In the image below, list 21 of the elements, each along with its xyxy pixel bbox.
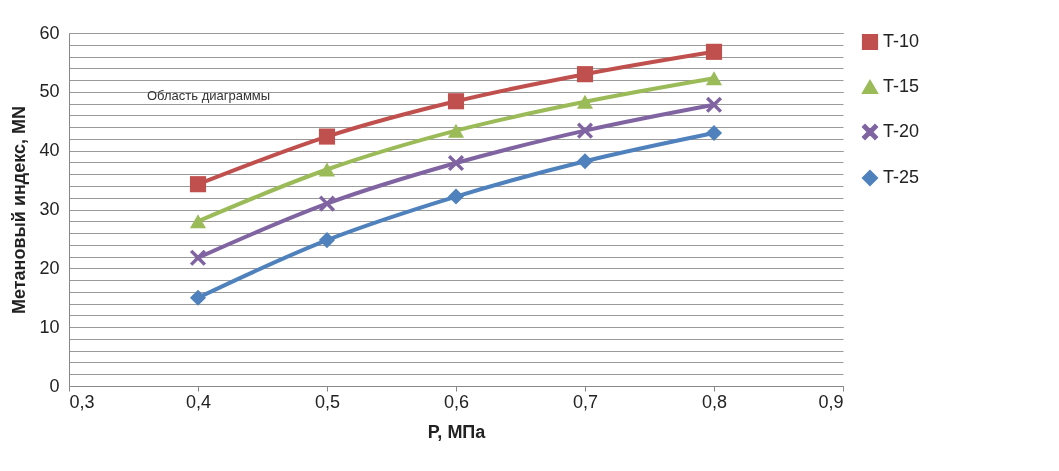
x-axis-title: P, МПа [427, 421, 487, 442]
x-tick-label: 0,7 [572, 391, 599, 412]
y-axis-title: Метановый индекс, MN [9, 105, 30, 315]
x-tick-label: 0,5 [314, 391, 341, 412]
x-tick-label: 0,3 [69, 391, 95, 412]
legend-label: T-20 [883, 121, 920, 141]
y-tick-label: 50 [39, 81, 60, 102]
x-tick-label: 0,8 [701, 391, 728, 412]
x-tick-label: 0,9 [818, 391, 844, 412]
legend-label: T-10 [883, 31, 920, 51]
legend-label: T-25 [883, 167, 920, 187]
x-tick-label: 0,6 [443, 391, 470, 412]
y-tick-label: 30 [39, 199, 60, 219]
y-tick-label: 10 [39, 316, 60, 337]
y-tick-label: 40 [39, 140, 60, 161]
y-tick-label: 0 [49, 375, 60, 396]
y-tick-label: 60 [39, 22, 60, 43]
x-tick-label: 0,4 [185, 391, 212, 412]
y-tick-label: 20 [39, 257, 60, 278]
legend-label: T-15 [883, 76, 920, 96]
annotation: Область диаграммы [147, 88, 271, 103]
